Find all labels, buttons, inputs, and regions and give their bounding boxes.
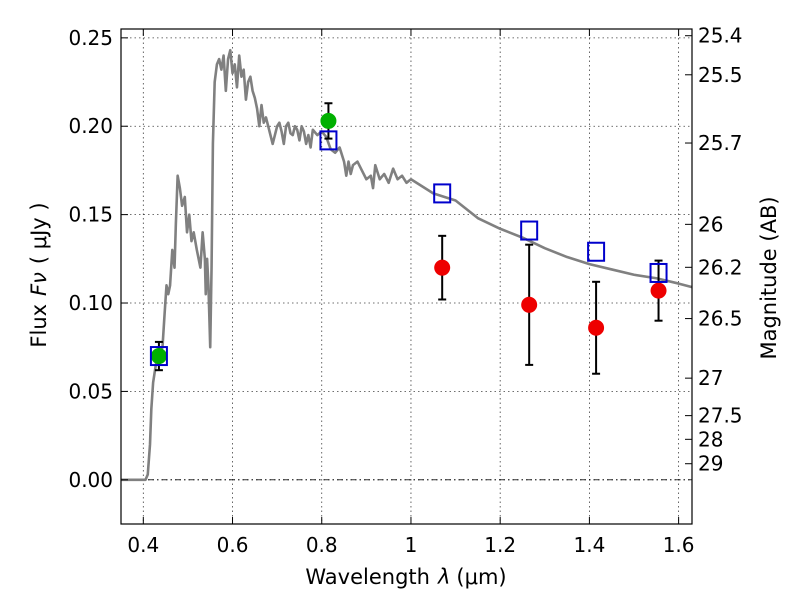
y2-tick-label: 26.5: [698, 307, 743, 331]
model-photometry-square: [587, 241, 606, 262]
y-tick-label: 0.10: [68, 291, 113, 315]
y2-tick-label: 27.5: [698, 404, 743, 428]
y-tick-label: 0.25: [68, 26, 113, 50]
nir-point-marker: [521, 296, 538, 313]
y-axis-label: FluxFν( μJy ): [27, 202, 51, 347]
x-tick-label: 0.6: [217, 533, 249, 557]
grid: [121, 29, 692, 524]
y2-tick-label: 25.4: [698, 24, 743, 48]
x-tick-label: 0.4: [127, 533, 159, 557]
right-y-axis-label: Magnitude (AB): [757, 196, 781, 359]
nir-point-marker: [434, 259, 451, 276]
y2-tick-label: 27: [698, 366, 723, 390]
model-photometry-square: [520, 220, 539, 241]
x-tick-label: 1.6: [663, 533, 695, 557]
model-photometry-square: [319, 130, 338, 151]
optical-point-marker: [320, 112, 337, 129]
nir-point-marker: [588, 319, 605, 336]
x-tick-label: 0.8: [306, 533, 338, 557]
optical-point-marker: [150, 348, 167, 365]
y2-tick-label: 26: [698, 212, 723, 236]
x-tick-label: 1.4: [573, 533, 605, 557]
y2-tick-label: 25.5: [698, 63, 743, 87]
x-tick-label: 1: [405, 533, 418, 557]
x-tick-label: 1.2: [484, 533, 516, 557]
model-sed-line: [121, 48, 693, 482]
plot-frame: [120, 28, 693, 525]
y-tick-label: 0.05: [68, 379, 113, 403]
model-photometry-square: [433, 183, 452, 204]
model-photometry-square: [649, 262, 668, 283]
x-axis-label: Wavelength λ (μm): [305, 565, 506, 589]
y-tick-label: 0.20: [68, 114, 113, 138]
tick-labels: 0.4 0.6 0.8 1 1.2 1.4 1.6 0.00 0.05 0.10 0.15 0.20 0…: [68, 24, 742, 557]
y2-tick-label: 26.2: [698, 255, 743, 279]
nir-point-marker: [650, 282, 667, 299]
y-tick-label: 0.15: [68, 203, 113, 227]
y-tick-label: 0.00: [68, 468, 113, 492]
axis-ticks: [121, 29, 692, 524]
model-photometry-square: [149, 346, 168, 367]
y2-tick-label: 29: [698, 452, 723, 476]
plot-area: [121, 48, 693, 482]
y2-tick-label: 28: [698, 427, 723, 451]
y2-tick-label: 25.7: [698, 131, 743, 155]
